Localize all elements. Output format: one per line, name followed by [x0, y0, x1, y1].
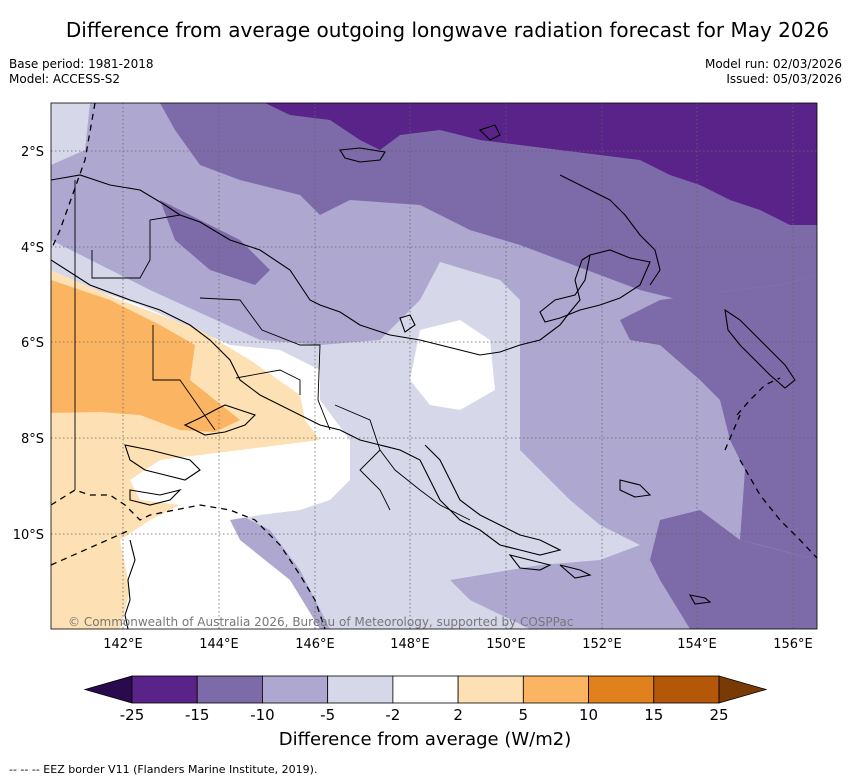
- lat-label: 10°S: [13, 528, 44, 543]
- colorbar-tick-label: 15: [644, 706, 663, 724]
- lon-label: 154°E: [677, 637, 717, 652]
- copyright-text: © Commonwealth of Australia 2026, Bureau…: [68, 615, 573, 629]
- lon-label: 146°E: [295, 637, 335, 652]
- meta-left: Base period: 1981-2018 Model: ACCESS-S2: [9, 57, 154, 87]
- colorbar-tick-label: -10: [250, 706, 275, 724]
- lat-label: 6°S: [21, 336, 44, 351]
- region-neg15-east: [620, 275, 817, 560]
- colorbar-tick-label: 2: [453, 706, 463, 724]
- region-pos5: [51, 280, 240, 432]
- lon-label: 144°E: [199, 637, 239, 652]
- colorbar-tick-label: 25: [709, 706, 728, 724]
- lat-label: 4°S: [21, 241, 44, 256]
- model-run: Model run: 02/03/2026: [704, 57, 842, 71]
- colorbar-title: Difference from average (W/m2): [278, 729, 572, 750]
- colorbar-bin: [262, 675, 329, 704]
- eez-borders: [51, 103, 817, 629]
- lat-label: 2°S: [21, 145, 44, 160]
- chart-title: Difference from average outgoing longwav…: [65, 18, 830, 42]
- colorbar-arrow-high: [718, 675, 768, 704]
- colorbar-tick-label: 5: [519, 706, 529, 724]
- meta-right: Model run: 02/03/2026 Issued: 05/03/2026: [705, 57, 842, 87]
- issued-date: Issued: 05/03/2026: [726, 72, 842, 86]
- base-period: Base period: 1981-2018: [9, 57, 154, 71]
- colorbar-bin: [392, 675, 459, 704]
- colorbar-tick-label: -2: [385, 706, 400, 724]
- colorbar-bin: [588, 675, 655, 704]
- lon-label: 148°E: [390, 637, 430, 652]
- colorbar-bin: [653, 675, 720, 704]
- region-neg15-north2: [160, 200, 270, 285]
- colorbar-bin: [457, 675, 524, 704]
- lon-label: 156°E: [773, 637, 813, 652]
- lat-label: 8°S: [21, 432, 44, 447]
- colorbar-tick-label: 10: [579, 706, 598, 724]
- colorbar-bin: [327, 675, 394, 704]
- region-neg25-north: [265, 103, 817, 225]
- colorbar-arrow-low: [83, 675, 133, 704]
- model-name: Model: ACCESS-S2: [9, 72, 121, 86]
- map-frame: [50, 102, 818, 630]
- lon-label: 150°E: [486, 637, 526, 652]
- borders: [74, 180, 471, 521]
- colorbar-tick-label: -25: [120, 706, 145, 724]
- coastlines: [51, 124, 796, 629]
- colorbar-tick-label: -15: [185, 706, 210, 724]
- colorbar-bin: [522, 675, 589, 704]
- colorbar-bin: [196, 675, 263, 704]
- map-area[interactable]: © Commonwealth of Australia 2026, Bureau…: [51, 103, 817, 629]
- colorbar: -25 -15 -10 -5 -2 2 5 10 15 25: [83, 675, 768, 724]
- region-neg5-topleft: [51, 103, 90, 165]
- lon-label: 152°E: [582, 637, 622, 652]
- footnote: -- -- -- EEZ border V11 (Flanders Marine…: [9, 763, 318, 776]
- colorbar-bin: [131, 675, 198, 704]
- lon-label: 142°E: [103, 637, 143, 652]
- colorbar-tick-label: -5: [320, 706, 335, 724]
